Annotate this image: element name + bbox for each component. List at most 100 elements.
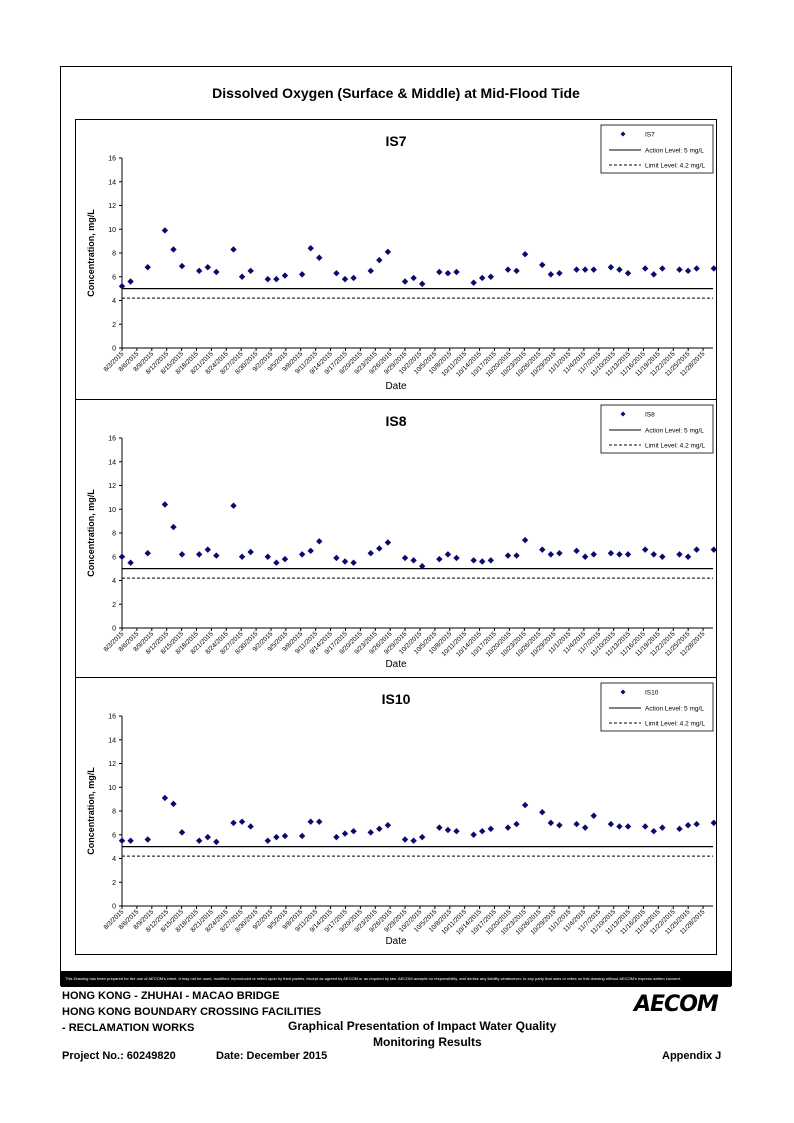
data-point — [333, 554, 340, 562]
data-point — [659, 553, 666, 560]
figure-frame: Dissolved Oxygen (Surface & Middle) at M… — [60, 66, 732, 987]
chart-is7: IS702468101214168/3/20158/6/20158/9/2015… — [86, 124, 716, 392]
data-point — [547, 551, 555, 558]
y-tick-label: 4 — [112, 578, 116, 585]
y-axis-label: Concentration, mg/L — [86, 489, 96, 577]
data-point — [616, 551, 623, 558]
data-point — [281, 832, 289, 840]
data-point — [650, 827, 657, 835]
data-point — [367, 829, 374, 836]
project-line-3: - RECLAMATION WORKS — [62, 1022, 195, 1034]
data-point — [684, 822, 692, 829]
data-point — [547, 271, 555, 278]
data-point — [170, 800, 177, 808]
appendix-label: Appendix J — [662, 1050, 722, 1062]
data-point — [213, 838, 220, 846]
y-tick-label: 10 — [108, 227, 116, 234]
y-tick-label: 0 — [112, 346, 116, 353]
chart-is8: IS802468101214168/3/20158/6/20158/9/2015… — [86, 404, 716, 670]
x-axis-label: Date — [385, 659, 407, 670]
y-tick-label: 6 — [112, 274, 116, 281]
y-axis-label: Concentration, mg/L — [86, 209, 96, 297]
data-point — [170, 523, 177, 531]
project-line-2: HONG KONG BOUNDARY CROSSING FACILITIES — [62, 1006, 322, 1018]
y-tick-label: 12 — [108, 203, 116, 210]
data-point — [298, 271, 306, 278]
data-point — [581, 266, 589, 273]
data-point — [376, 256, 383, 264]
legend-label-action: Action Level: 5 mg/L — [645, 428, 704, 435]
data-point — [307, 547, 314, 555]
data-point — [367, 549, 374, 557]
data-point — [444, 551, 452, 558]
data-point — [710, 819, 716, 827]
data-point — [384, 822, 392, 829]
data-point — [436, 268, 443, 276]
data-point — [590, 266, 597, 273]
data-point — [641, 265, 649, 272]
data-point — [487, 557, 495, 564]
data-point — [350, 274, 357, 282]
data-point — [195, 551, 203, 558]
data-point — [624, 823, 632, 830]
data-point — [470, 279, 477, 286]
data-point — [453, 827, 460, 835]
data-point — [581, 824, 589, 831]
data-point — [298, 551, 306, 558]
document-title-1: Graphical Presentation of Impact Water Q… — [288, 1019, 557, 1033]
data-point — [247, 548, 254, 556]
data-point — [298, 832, 306, 840]
project-line-1: HONG KONG - ZHUHAI - MACAO BRIDGE — [62, 990, 280, 1002]
legend-label-series: IS7 — [645, 132, 655, 139]
data-point — [238, 818, 246, 825]
y-tick-label: 6 — [112, 832, 116, 839]
legend-marker-series — [620, 411, 626, 417]
data-point — [195, 267, 203, 275]
y-tick-label: 0 — [112, 904, 116, 911]
data-point — [676, 266, 683, 273]
data-point — [350, 827, 357, 835]
y-tick-label: 8 — [112, 251, 116, 258]
data-point — [556, 822, 563, 829]
data-point — [376, 825, 383, 833]
data-point — [307, 245, 314, 252]
data-point — [170, 246, 177, 253]
data-point — [238, 273, 246, 280]
data-point — [479, 827, 486, 835]
legend-label-limit: Limit Level: 4.2 mg/L — [645, 721, 705, 728]
data-point — [539, 261, 546, 269]
data-point — [444, 826, 452, 834]
y-tick-label: 8 — [112, 809, 116, 816]
data-point — [144, 549, 151, 557]
data-point — [487, 825, 495, 833]
legend-label-limit: Limit Level: 4.2 mg/L — [645, 443, 705, 450]
data-point — [693, 265, 700, 272]
data-point — [573, 547, 580, 555]
y-tick-label: 16 — [108, 156, 116, 163]
data-point — [195, 837, 203, 844]
y-tick-label: 10 — [108, 785, 116, 792]
y-tick-label: 16 — [108, 714, 116, 721]
data-point — [521, 250, 529, 258]
legend-marker-series — [620, 131, 626, 137]
data-point — [213, 552, 220, 559]
data-point — [453, 554, 460, 562]
data-point — [384, 539, 392, 546]
y-tick-label: 12 — [108, 483, 116, 490]
data-point — [410, 557, 417, 564]
data-point — [127, 559, 134, 566]
data-point — [504, 824, 512, 831]
data-point — [161, 794, 169, 802]
data-point — [307, 818, 314, 825]
data-point — [444, 269, 452, 277]
figure-title: Dissolved Oxygen (Surface & Middle) at M… — [212, 85, 580, 101]
data-point — [513, 820, 520, 828]
data-point — [238, 553, 246, 560]
data-point — [384, 248, 392, 256]
y-tick-label: 2 — [112, 322, 116, 329]
project-number: Project No.: 60249820 — [62, 1050, 176, 1062]
data-point — [521, 536, 529, 544]
data-point — [264, 553, 272, 560]
document-title-2: Monitoring Results — [373, 1035, 482, 1049]
data-point — [144, 264, 151, 271]
